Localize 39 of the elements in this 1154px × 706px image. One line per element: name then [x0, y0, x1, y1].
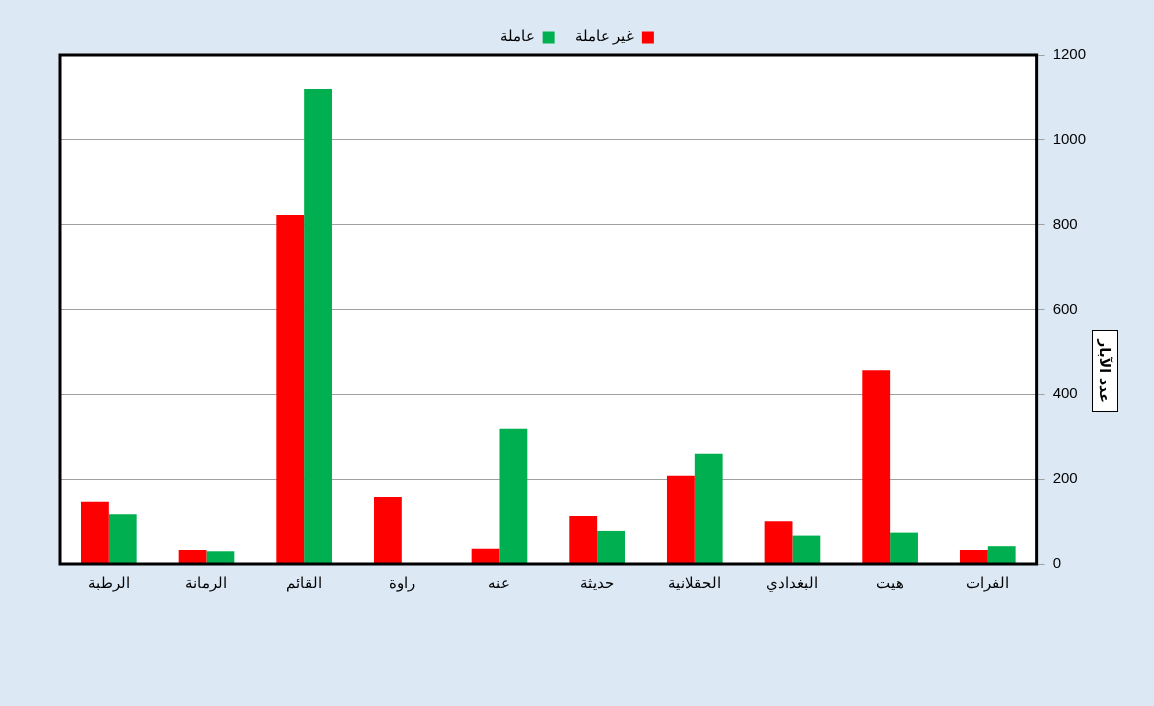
bar — [666, 475, 695, 564]
legend-label: غير عاملة — [574, 28, 635, 46]
bar — [597, 530, 625, 564]
y-tick-label: 1200 — [1052, 45, 1087, 63]
bar — [206, 551, 235, 564]
x-tick-label: هيت — [876, 574, 905, 591]
x-tick-label: الرطبة — [87, 574, 130, 592]
legend-label: عاملة — [500, 28, 536, 45]
bar — [108, 514, 137, 564]
bar — [694, 453, 723, 564]
x-tick-label: راوة — [388, 574, 415, 592]
bar — [499, 428, 528, 564]
bar — [862, 370, 891, 564]
bar — [81, 501, 109, 564]
bar — [178, 550, 207, 564]
bar — [569, 516, 598, 564]
bar — [792, 535, 821, 564]
bar — [304, 88, 332, 564]
y-tick-label: 800 — [1052, 214, 1078, 232]
y-tick-label: 1000 — [1052, 129, 1087, 147]
x-tick-label: حديثة — [580, 574, 615, 591]
bar — [471, 548, 500, 564]
bar — [276, 214, 305, 564]
x-tick-label: عنه — [488, 574, 511, 591]
x-tick-label: البغدادي — [766, 574, 819, 592]
bar — [987, 546, 1016, 564]
bar — [764, 521, 793, 564]
bar — [373, 496, 402, 564]
x-tick-label: الحقلانية — [668, 574, 722, 591]
x-tick-label: القائم — [286, 574, 323, 592]
x-tick-label: الفرات — [966, 574, 1010, 592]
y-tick-label: 400 — [1052, 384, 1078, 402]
bar — [890, 532, 918, 564]
y-tick-label: 600 — [1052, 299, 1078, 317]
x-tick-label: الرمانة — [185, 574, 228, 592]
y-tick-label: 200 — [1052, 469, 1078, 487]
y-axis-title: عدد الآبار — [1097, 339, 1114, 403]
y-tick-label: 0 — [1052, 554, 1061, 572]
bar — [959, 550, 988, 564]
